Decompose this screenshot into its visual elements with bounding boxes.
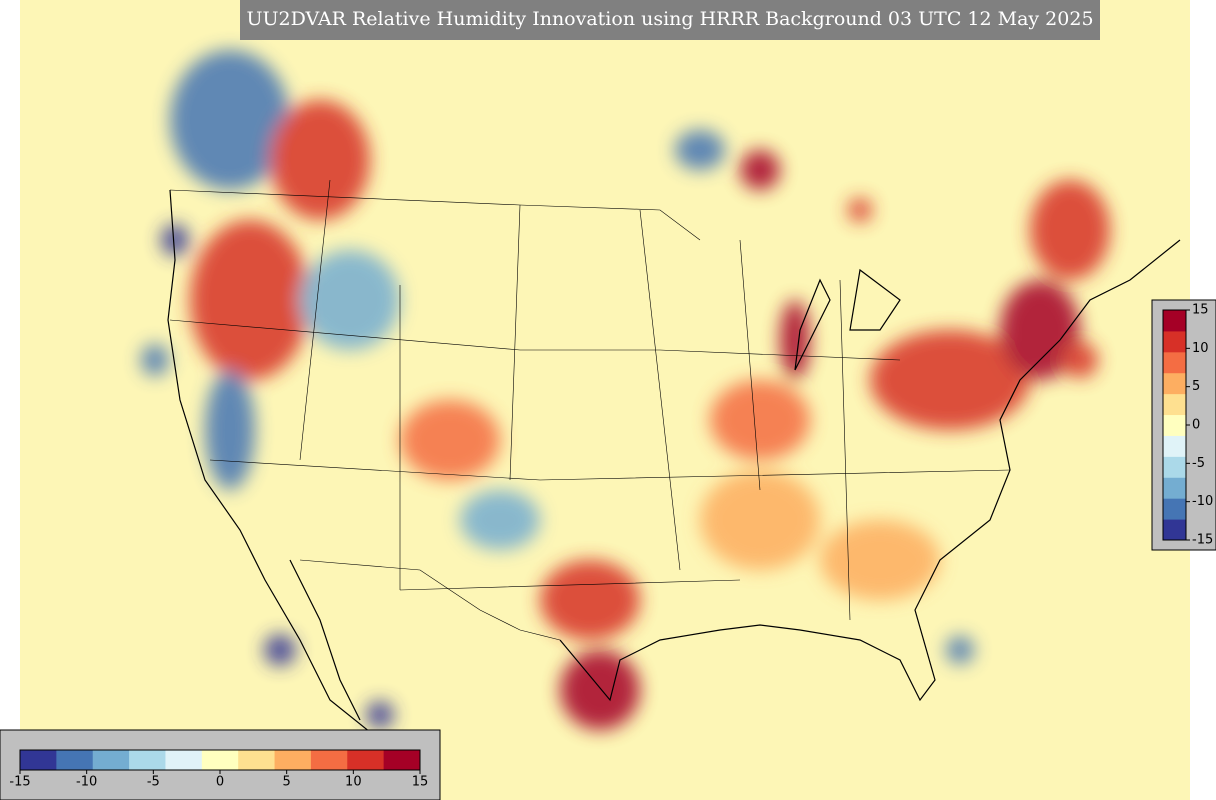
colorbar-swatch	[1163, 351, 1186, 374]
colorbar-swatch	[92, 750, 130, 770]
tick-label: -15	[1192, 533, 1213, 548]
tick-label: 10	[1192, 341, 1209, 356]
colorbar-swatch	[129, 750, 166, 770]
tick-label: 5	[283, 775, 291, 790]
colorbar-swatch	[238, 750, 276, 770]
colorbar-swatch	[383, 750, 421, 770]
colorbar-swatch	[165, 750, 203, 770]
colorbar-swatch	[1163, 330, 1186, 353]
coastlines	[167, 189, 1181, 791]
innovation-field	[141, 50, 1110, 730]
colorbar-swatch	[20, 750, 57, 770]
colorbar-swatch	[1163, 519, 1186, 541]
tick-label: -5	[1192, 456, 1205, 471]
map-title: UU2DVAR Relative Humidity Innovation usi…	[246, 8, 1093, 30]
title-box	[240, 0, 1100, 40]
colorbar-swatch	[1163, 310, 1186, 332]
borders	[169, 179, 1011, 641]
tick-label: 15	[1192, 303, 1209, 318]
tick-label: 15	[412, 775, 429, 790]
colorbar-swatch	[1163, 498, 1186, 520]
colorbar-swatch	[1163, 372, 1186, 395]
colorbar-swatch	[56, 750, 94, 770]
colorbar-swatch	[1163, 477, 1186, 499]
colorbar-swatch	[1163, 456, 1186, 478]
tick-label: 5	[1192, 379, 1200, 394]
colorbar-swatch	[310, 750, 348, 770]
tick-label: 10	[345, 775, 362, 790]
tick-label: -15	[9, 775, 30, 790]
tick-label: -5	[147, 775, 160, 790]
colorbar-swatch	[1163, 414, 1186, 436]
colorbar-swatch	[1163, 393, 1186, 416]
colorbar-swatch	[201, 750, 239, 770]
colorbar-swatch	[274, 750, 312, 770]
colorbar-swatch	[347, 750, 385, 770]
tick-label: -10	[1192, 494, 1213, 509]
colorbar-swatch	[1163, 435, 1186, 457]
tick-label: -10	[76, 775, 97, 790]
tick-label: 0	[216, 775, 224, 790]
tick-label: 0	[1192, 418, 1200, 433]
